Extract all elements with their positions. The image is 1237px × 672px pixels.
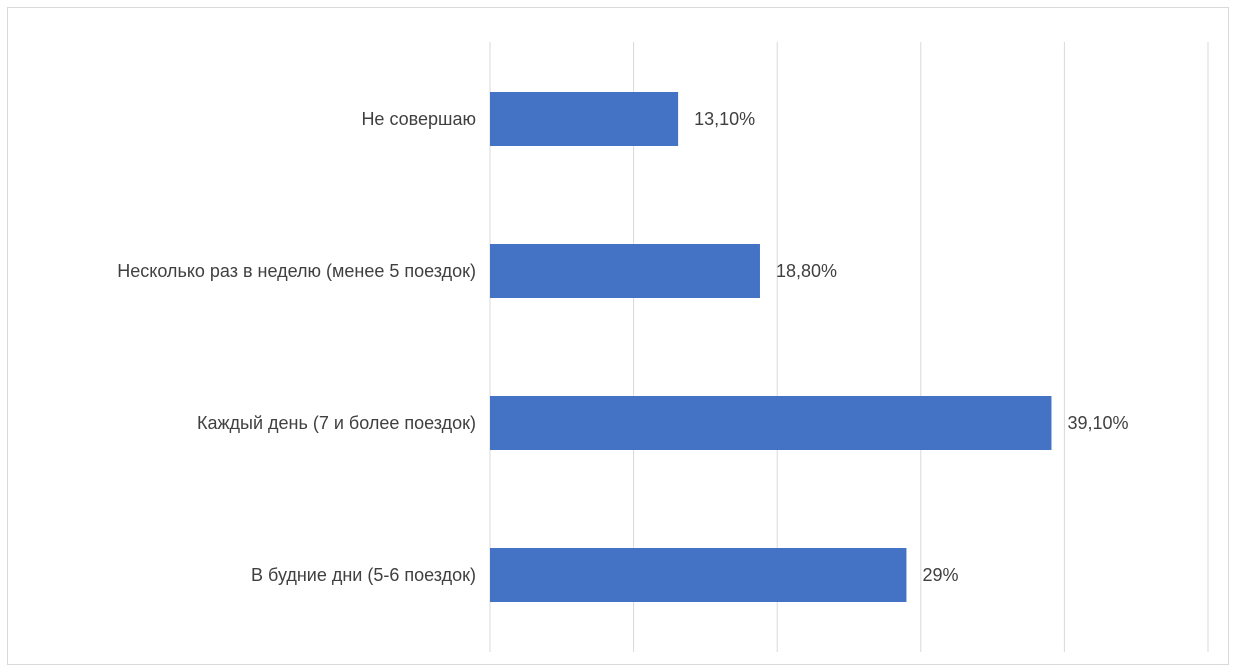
data-label: 13,10% [694,109,755,129]
value-labels: 13,10% 18,80% 39,10% 29% [694,109,1128,585]
data-label: 18,80% [776,261,837,281]
data-label: 39,10% [1067,413,1128,433]
category-labels: Не совершаю Несколько раз в неделю (менее… [117,109,476,585]
bar [490,548,907,602]
bar [490,92,679,146]
data-label: 29% [922,565,958,585]
bar [490,244,760,298]
category-label: Несколько раз в неделю (менее 5 поездок) [117,261,476,281]
bars [490,92,1052,602]
category-label: В будние дни (5-6 поездок) [251,565,476,585]
category-label: Не совершаю [361,109,476,129]
category-label: Каждый день (7 и более поездок) [197,413,476,433]
bar [490,396,1052,450]
